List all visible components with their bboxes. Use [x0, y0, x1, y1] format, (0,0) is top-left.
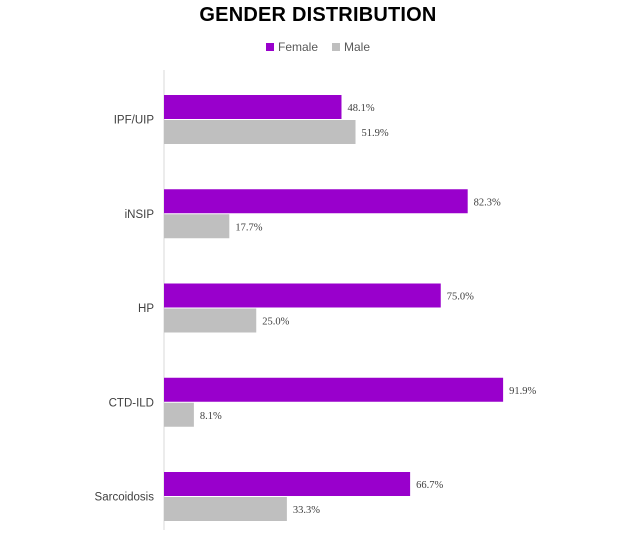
legend-label-male: Male [344, 40, 371, 54]
bar-female-4 [164, 472, 411, 496]
category-label-2: HP [138, 303, 154, 315]
bar-male-0 [164, 120, 356, 144]
bar-female-1 [164, 189, 468, 214]
category-label-3: CTD-ILD [109, 397, 154, 409]
bar-female-0 [164, 95, 342, 119]
data-label-female-3: 91.9% [509, 386, 536, 397]
legend-swatch-male [332, 43, 340, 51]
legend-label-female: Female [277, 40, 318, 54]
legend-item-female: Female [265, 40, 318, 54]
data-label-female-0: 48.1% [347, 103, 374, 114]
legend-item-male: Male [332, 40, 370, 54]
data-label-male-3: 8.1% [200, 411, 222, 422]
data-label-male-2: 25.0% [262, 317, 289, 328]
bar-female-2 [164, 283, 441, 308]
data-label-male-1: 17.7% [235, 222, 262, 233]
data-label-female-2: 75.0% [447, 292, 474, 303]
bar-male-3 [164, 402, 194, 427]
category-label-4: Sarcoidosis [95, 492, 155, 504]
data-label-male-4: 33.3% [293, 505, 320, 516]
chart-title: GENDER DISTRIBUTION [199, 4, 437, 26]
data-label-female-4: 66.7% [416, 480, 443, 491]
bar-male-1 [164, 214, 230, 239]
category-label-1: iNSIP [125, 209, 155, 221]
bar-female-3 [164, 377, 504, 402]
legend-swatch-female [265, 43, 274, 51]
bar-male-2 [164, 308, 257, 333]
bar-male-4 [164, 497, 287, 521]
data-label-female-1: 82.3% [474, 197, 501, 208]
legend: Female Male [0, 40, 636, 54]
category-label-0: IPF/UIP [114, 115, 155, 127]
data-label-male-0: 51.9% [362, 128, 389, 139]
